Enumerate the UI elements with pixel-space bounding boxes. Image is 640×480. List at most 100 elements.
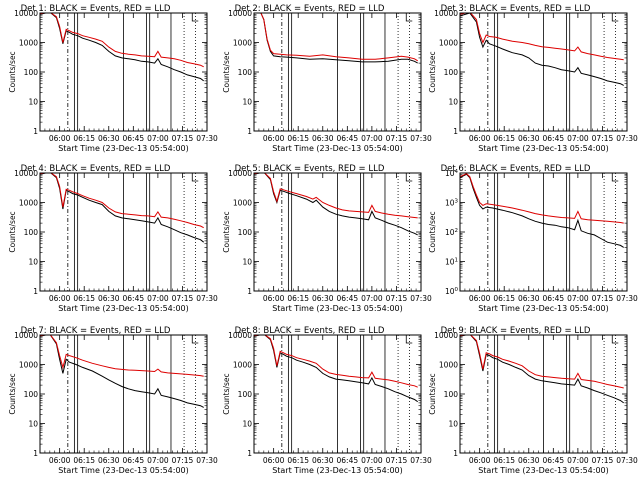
- y-tick-label: 10000: [228, 331, 252, 340]
- x-tick-label: 06:30: [312, 456, 334, 465]
- y-tick-label: 10000: [434, 9, 458, 18]
- y-tick-exponent: 1: [455, 258, 459, 264]
- x-tick-label: 07:15: [592, 134, 614, 143]
- x-tick-label: 06:45: [543, 456, 565, 465]
- y-tick-label: 1: [453, 449, 458, 458]
- x-tick-label: 06:30: [518, 294, 540, 303]
- y-axis-label: Counts/sec: [222, 373, 231, 414]
- x-tick-label: 06:15: [73, 456, 95, 465]
- x-tick-label: 06:00: [263, 134, 285, 143]
- x-axis-label: Start Time (23-Dec-13 05:54:00): [478, 466, 609, 475]
- series-lld-line: [254, 173, 418, 219]
- y-tick-label: 10: [448, 420, 458, 429]
- x-tick-label: 07:30: [410, 456, 432, 465]
- y-tick-exponent: 4: [455, 169, 459, 175]
- series-lld-line: [260, 13, 418, 62]
- y-tick-label: 10: [28, 258, 38, 267]
- x-tick-label: 07:15: [386, 456, 408, 465]
- x-tick-label: 07:00: [567, 294, 589, 303]
- x-tick-label: 07:15: [592, 294, 614, 303]
- y-tick-label: 100: [24, 228, 39, 237]
- x-tick-label: 06:15: [287, 456, 309, 465]
- x-tick-label: 06:00: [49, 134, 71, 143]
- plot-frame: [39, 172, 208, 292]
- series-events-line: [40, 335, 204, 408]
- y-tick-label: 10000: [228, 169, 252, 178]
- x-tick-label: 06:45: [123, 134, 145, 143]
- y-tick-label: 1000: [439, 39, 458, 48]
- series-events-line: [40, 13, 204, 82]
- x-axis-label: Start Time (23-Dec-13 05:54:00): [58, 304, 189, 313]
- series-lld-line: [40, 173, 204, 229]
- y-tick-label: 10: [448, 98, 458, 107]
- y-tick-label: 100: [238, 228, 253, 237]
- plot-frame: [39, 12, 208, 132]
- x-tick-label: 07:00: [147, 456, 169, 465]
- x-tick-label: 07:30: [196, 134, 218, 143]
- x-axis-label: Start Time (23-Dec-13 05:54:00): [478, 304, 609, 313]
- x-tick-label: 06:30: [518, 456, 540, 465]
- y-tick-label: 102: [445, 228, 458, 237]
- x-tick-label: 06:00: [469, 294, 491, 303]
- chart-panel-1: Det 1: BLACK = Events, RED = LLD 1 10 100 10…: [8, 4, 218, 153]
- x-tick-label: 06:00: [263, 294, 285, 303]
- y-tick-exponent: 0: [455, 287, 459, 293]
- series-events-line: [254, 173, 418, 236]
- plot-frame: [459, 172, 628, 292]
- chart-title: Det 9: BLACK = Events, RED = LLD: [441, 326, 591, 336]
- x-tick-label: 07:30: [196, 456, 218, 465]
- y-tick-label: 10: [242, 420, 252, 429]
- plot-frame: [39, 334, 208, 454]
- x-tick-label: 07:30: [410, 134, 432, 143]
- x-tick-label: 07:00: [567, 456, 589, 465]
- y-axis-label: Counts/sec: [8, 373, 17, 414]
- x-tick-label: 07:30: [616, 294, 638, 303]
- y-tick-label: 10000: [14, 169, 38, 178]
- x-tick-label: 06:45: [123, 456, 145, 465]
- chart-panel-6: Det 6: BLACK = Events, RED = LLD10010110…: [428, 164, 638, 313]
- x-tick-label: 06:15: [287, 134, 309, 143]
- x-tick-label: 06:45: [543, 294, 565, 303]
- step-glyph: [405, 173, 413, 182]
- x-tick-label: 06:00: [49, 456, 71, 465]
- x-tick-label: 07:00: [147, 134, 169, 143]
- y-tick-exponent: 3: [455, 199, 459, 205]
- x-tick-label: 07:30: [196, 294, 218, 303]
- x-tick-label: 06:00: [263, 456, 285, 465]
- chart-title: Det 4: BLACK = Events, RED = LLD: [21, 164, 171, 174]
- y-tick-label: 1: [247, 287, 252, 296]
- x-axis-label: Start Time (23-Dec-13 05:54:00): [272, 144, 403, 153]
- x-tick-label: 07:15: [172, 294, 194, 303]
- x-tick-label: 07:00: [361, 456, 383, 465]
- y-tick-label: 1000: [233, 199, 252, 208]
- x-tick-label: 07:00: [147, 294, 169, 303]
- x-axis-label: Start Time (23-Dec-13 05:54:00): [478, 144, 609, 153]
- x-tick-label: 07:30: [616, 456, 638, 465]
- y-tick-label: 1000: [233, 39, 252, 48]
- series-lld-line: [460, 335, 624, 389]
- chart-title: Det 3: BLACK = Events, RED = LLD: [441, 4, 591, 14]
- x-axis-label: Start Time (23-Dec-13 05:54:00): [58, 466, 189, 475]
- y-tick-label: 1: [247, 127, 252, 136]
- series-events-line: [260, 13, 418, 64]
- x-axis-label: Start Time (23-Dec-13 05:54:00): [58, 144, 189, 153]
- x-tick-label: 06:15: [493, 294, 515, 303]
- y-tick-label: 104: [445, 169, 459, 178]
- y-tick-label: 101: [445, 258, 458, 267]
- y-tick-label: 1000: [439, 361, 458, 370]
- x-tick-label: 06:30: [98, 134, 120, 143]
- y-tick-label: 100: [238, 68, 253, 77]
- x-tick-label: 06:45: [337, 134, 359, 143]
- y-tick-label: 1000: [19, 361, 38, 370]
- x-tick-label: 06:15: [493, 134, 515, 143]
- y-axis-label: Counts/sec: [428, 51, 437, 92]
- step-glyph: [405, 13, 413, 22]
- plot-frame: [459, 334, 628, 454]
- chart-title: Det 7: BLACK = Events, RED = LLD: [21, 326, 171, 336]
- y-tick-label: 100: [24, 68, 39, 77]
- chart-title: Det 2: BLACK = Events, RED = LLD: [235, 4, 385, 14]
- y-tick-label: 1: [453, 127, 458, 136]
- series-lld-line: [40, 335, 204, 377]
- series-lld-line: [460, 13, 624, 61]
- x-tick-label: 06:30: [312, 134, 334, 143]
